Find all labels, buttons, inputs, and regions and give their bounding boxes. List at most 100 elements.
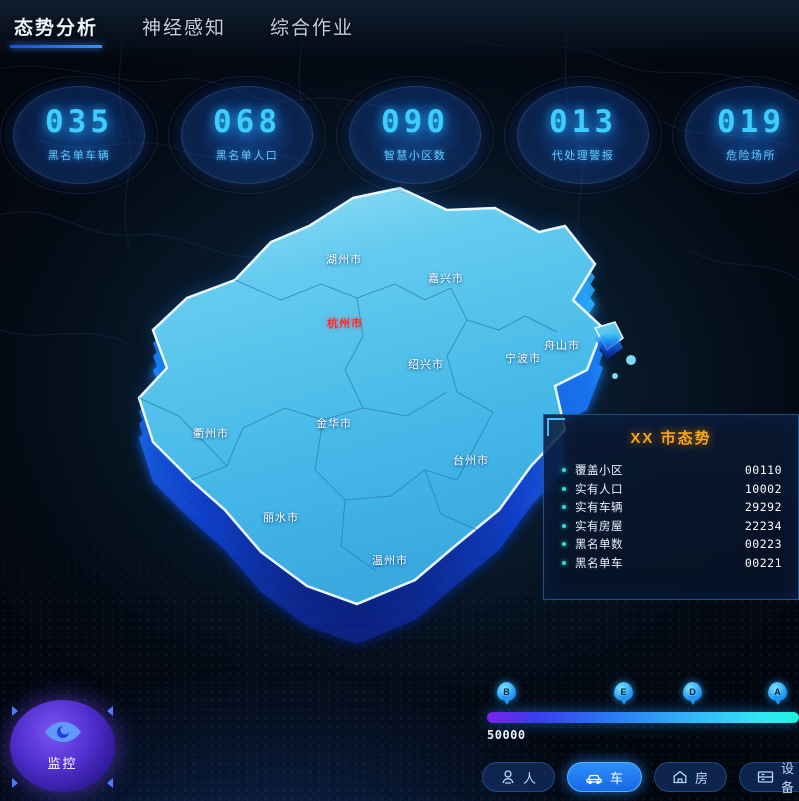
- kpi-label: 智慧小区数: [383, 150, 447, 162]
- monitor-label: 监控: [47, 756, 78, 771]
- map-internal-borders: [138, 279, 558, 573]
- panel-rows: 覆盖小区 00110 实有人口 10002 实有车辆 29292 实有房屋 22…: [562, 461, 782, 572]
- corner-marker-tr: [107, 706, 113, 716]
- table-row[interactable]: 实有车辆 29292: [562, 498, 782, 517]
- kpi-inner-ring: [517, 86, 649, 184]
- legend-pins: B E D A: [487, 682, 799, 708]
- kpi-label: 黑名单车辆: [47, 150, 111, 162]
- kpi-label: 黑名单人口: [215, 150, 279, 162]
- pin-icon: D: [683, 682, 702, 701]
- toggle-devices[interactable]: 设备: [739, 761, 799, 795]
- kpi-row: 035 黑名单车辆 068 黑名单人口 090 智慧小区数 013 代处理警报: [0, 76, 799, 194]
- top-navigation: 态势分析 神经感知 综合作业: [0, 0, 799, 56]
- kpi-pending-alerts[interactable]: 013 代处理警报: [494, 76, 672, 194]
- toggle-label: 人: [523, 770, 538, 786]
- row-label: 实有人口: [575, 483, 623, 496]
- person-icon: [500, 769, 516, 785]
- table-row[interactable]: 黑名单车 00221: [562, 554, 782, 573]
- corner-marker-bl: [12, 778, 18, 788]
- city-situation-panel: XX 市态势 覆盖小区 00110 实有人口 10002 实有车辆 29292 …: [543, 414, 799, 600]
- bullet-icon: [562, 505, 566, 510]
- kpi-inner-ring: [181, 86, 313, 184]
- row-value: 22234: [744, 518, 782, 533]
- row-value: 10002: [744, 481, 782, 496]
- toggle-vehicles[interactable]: 车: [567, 762, 643, 792]
- bullet-icon: [562, 468, 566, 473]
- row-label: 实有房屋: [575, 520, 623, 533]
- toggle-people[interactable]: 人: [482, 762, 556, 792]
- tab-neural-perception[interactable]: 神经感知: [142, 17, 227, 39]
- kpi-smart-communities[interactable]: 090 智慧小区数: [326, 76, 504, 194]
- heat-legend: B E D A 50000: [487, 682, 799, 742]
- tab-integrated-operations[interactable]: 综合作业: [270, 17, 355, 39]
- device-icon: [757, 770, 774, 784]
- table-row[interactable]: 实有房屋 22234: [562, 517, 782, 536]
- table-row[interactable]: 黑名单数 00223: [562, 535, 782, 554]
- row-value: 00110: [744, 463, 782, 478]
- kpi-value: 013: [549, 104, 617, 140]
- kpi-value: 090: [381, 104, 449, 140]
- bullet-icon: [562, 486, 566, 491]
- row-label: 黑名单数: [575, 539, 623, 552]
- map-islands: [593, 321, 636, 379]
- pin-label: D: [689, 686, 696, 697]
- row-value: 29292: [744, 500, 782, 515]
- row-value: 00221: [744, 555, 782, 570]
- row-label: 覆盖小区: [575, 465, 623, 478]
- home-icon: [672, 769, 688, 785]
- map-svg: [137, 186, 636, 644]
- kpi-value: 019: [717, 104, 785, 140]
- kpi-value: 068: [213, 104, 281, 140]
- pin-icon: A: [768, 682, 787, 701]
- pin-label: E: [620, 686, 627, 697]
- kpi-label: 危险场所: [726, 150, 776, 162]
- kpi-outer-ring: [168, 76, 326, 194]
- kpi-blacklist-population[interactable]: 068 黑名单人口: [158, 76, 336, 194]
- kpi-value: 035: [45, 104, 113, 140]
- monitor-button[interactable]: 监控: [10, 700, 115, 792]
- map-pin-a[interactable]: A: [768, 682, 788, 701]
- toggle-label: 车: [610, 770, 625, 786]
- table-row[interactable]: 实有人口 10002: [562, 480, 782, 499]
- gradient-scale-bar[interactable]: [487, 712, 799, 723]
- scale-value-label: 50000: [487, 728, 526, 742]
- province-map[interactable]: 湖州市 嘉兴市 杭州市 绍兴市 宁波市 舟山市 金华市 衢州市 台州市 丽水市 …: [95, 180, 685, 660]
- map-top-surface[interactable]: [137, 186, 605, 606]
- kpi-outer-ring: [336, 76, 494, 194]
- tab-situation-analysis[interactable]: 态势分析: [10, 7, 103, 50]
- pin-label: B: [503, 686, 510, 697]
- map-pin-d[interactable]: D: [683, 682, 703, 701]
- table-row[interactable]: 覆盖小区 00110: [562, 461, 782, 480]
- kpi-inner-ring: [685, 86, 799, 184]
- map-pin-b[interactable]: B: [497, 682, 517, 701]
- toggle-houses[interactable]: 房: [654, 762, 728, 792]
- kpi-outer-ring: [504, 76, 662, 194]
- pin-icon: E: [614, 682, 633, 701]
- map-pin-e[interactable]: E: [614, 682, 634, 701]
- kpi-inner-ring: [349, 86, 481, 184]
- car-icon: [585, 769, 603, 785]
- kpi-label: 代处理警报: [551, 150, 615, 162]
- layer-toggle-group: 人 车 房 设备: [482, 761, 799, 795]
- toggle-label: 设备: [781, 761, 796, 795]
- row-label: 黑名单车: [575, 557, 623, 570]
- pin-icon: B: [497, 682, 516, 701]
- bullet-icon: [562, 542, 566, 547]
- row-value: 00223: [744, 537, 782, 552]
- bullet-icon: [562, 523, 566, 528]
- kpi-inner-ring: [13, 86, 145, 184]
- corner-marker-br: [107, 778, 113, 788]
- row-label: 实有车辆: [575, 502, 623, 515]
- bullet-icon: [562, 560, 566, 565]
- pin-label: A: [774, 686, 781, 697]
- toggle-label: 房: [695, 770, 710, 786]
- kpi-outer-ring: [0, 76, 158, 194]
- kpi-dangerous-places[interactable]: 019 危险场所: [662, 76, 799, 194]
- corner-marker-tl: [12, 706, 18, 716]
- monitor-orb: 监控: [10, 700, 115, 792]
- panel-title: XX 市态势: [630, 430, 712, 447]
- eye-icon: [43, 720, 83, 749]
- kpi-blacklist-vehicles[interactable]: 035 黑名单车辆: [0, 76, 168, 194]
- topbar-shade: [0, 0, 799, 62]
